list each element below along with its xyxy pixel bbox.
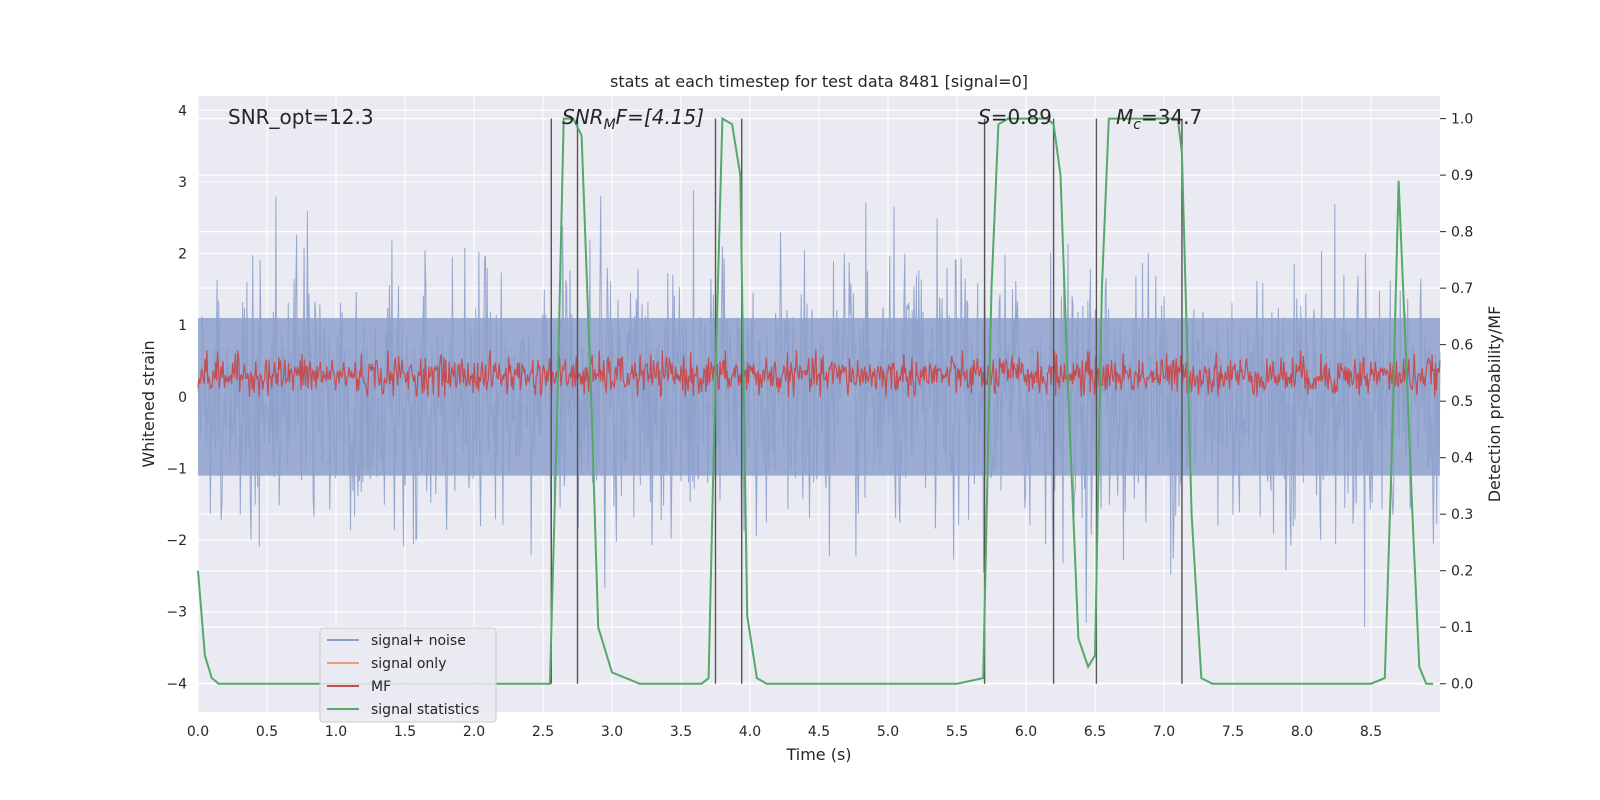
annotation-snr-mf-main: SNR [562, 105, 604, 129]
y-tick-labels-right: 0.0 0.1 0.2 0.3 0.4 0.5 0.6 0.7 0.8 0.9 1.0 [1440, 112, 1473, 693]
x-tick-label: 5.5 [946, 724, 968, 740]
signal-statistics-series [197, 116, 1434, 685]
statistics-line [197, 116, 1434, 685]
legend: signal+ noise signal only MF signal stat… [319, 627, 497, 723]
x-tick-label: 1.5 [394, 724, 416, 740]
y-tick-label-left: −2 [166, 533, 187, 549]
y-axis-label-left: Whitened strain [139, 340, 158, 467]
x-tick-label: 2.0 [463, 724, 485, 740]
noise-line [197, 190, 1441, 628]
x-tick-label: 0.5 [256, 724, 278, 740]
y-tick-label-left: 4 [178, 103, 187, 119]
y-tick-label-right: 0.8 [1451, 225, 1473, 241]
y-tick-label-right: 0.5 [1451, 394, 1473, 410]
x-tick-label: 4.5 [808, 724, 830, 740]
y-tick-label-right: 0.2 [1451, 564, 1473, 580]
x-tick-label: 2.5 [532, 724, 554, 740]
annotation-mc-value: =34.7 [1141, 105, 1202, 129]
legend-box [319, 627, 497, 723]
annotation-snr-opt: SNR_opt=12.3 [228, 105, 374, 129]
x-tick-label: 8.5 [1360, 724, 1382, 740]
x-tick-label: 3.5 [670, 724, 692, 740]
signal-noise-series [197, 190, 1441, 628]
x-tick-label: 4.0 [739, 724, 761, 740]
mf-series [197, 350, 1441, 399]
y-tick-label-left: −3 [166, 605, 187, 621]
y-tick-label-left: −1 [166, 461, 187, 477]
x-tick-label: 6.5 [1084, 724, 1106, 740]
legend-label-noise: signal+ noise [371, 633, 466, 649]
annotation-mc-main: M [1116, 105, 1133, 129]
annotation-s-value: =0.89 [991, 105, 1052, 129]
x-tick-labels: 0.0 0.5 1.0 1.5 2.0 2.5 3.0 3.5 4.0 4.5 5.0 5.5 6.0 6… [187, 724, 1382, 740]
y-tick-label-left: 1 [178, 318, 187, 334]
legend-label-statistics: signal statistics [371, 702, 479, 718]
annotation-snr-mf-tail: F=[4.15] [616, 105, 704, 129]
x-axis-label: Time (s) [785, 745, 851, 764]
y-tick-label-left: 2 [178, 247, 187, 263]
annotation-s: S=0.89 [978, 105, 1052, 129]
vertical-marker-lines [550, 118, 1183, 684]
x-tick-label: 7.0 [1153, 724, 1175, 740]
y-tick-labels-left: −4 −3 −2 −1 0 1 2 3 4 [166, 103, 187, 692]
y-tick-label-left: 3 [178, 175, 187, 191]
legend-label-mf: MF [371, 679, 391, 695]
x-tick-label: 3.0 [601, 724, 623, 740]
y-tick-label-right: 0.1 [1451, 620, 1473, 636]
y-tick-label-right: 0.4 [1451, 451, 1473, 467]
x-tick-label: 6.0 [1015, 724, 1037, 740]
y-tick-label-right: 0.7 [1451, 281, 1473, 297]
annotation-s-italic: S [978, 105, 991, 129]
annotation-mc: Mc=34.7 [1116, 105, 1202, 133]
annotation-snr-mf-sub: M [604, 117, 616, 133]
x-tick-label: 5.0 [877, 724, 899, 740]
y-tick-label-left: 0 [178, 390, 187, 406]
chart-title: stats at each timestep for test data 848… [610, 72, 1028, 91]
y-tick-label-right: 0.9 [1451, 168, 1473, 184]
y-axis-label-right: Detection probability/MF [1485, 306, 1504, 503]
x-tick-label: 0.0 [187, 724, 209, 740]
y-tick-label-left: −4 [166, 676, 187, 692]
legend-label-signal-only: signal only [371, 656, 446, 672]
annotation-snr-mf: SNRMF=[4.15] [562, 105, 704, 133]
x-tick-label: 7.5 [1222, 724, 1244, 740]
x-tick-label: 8.0 [1291, 724, 1313, 740]
y-tick-label-right: 0.0 [1451, 677, 1473, 693]
y-tick-label-right: 1.0 [1451, 112, 1473, 128]
y-tick-label-right: 0.6 [1451, 338, 1473, 354]
x-tick-label: 1.0 [325, 724, 347, 740]
annotation-mc-sub: c [1133, 117, 1141, 133]
y-tick-label-right: 0.3 [1451, 507, 1473, 523]
mf-line [197, 350, 1441, 399]
